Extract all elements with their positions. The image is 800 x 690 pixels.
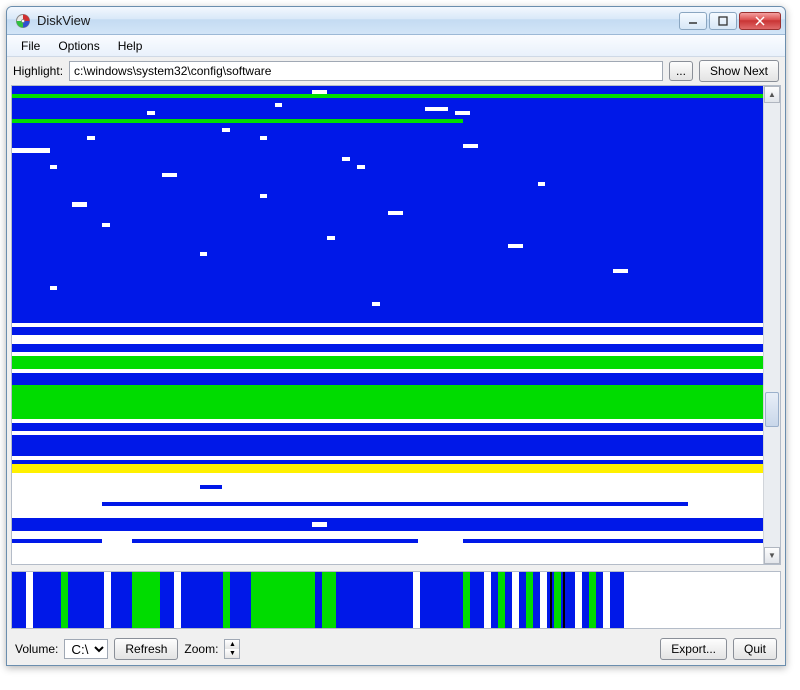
- overview-segment: [470, 572, 484, 628]
- export-button[interactable]: Export...: [660, 638, 727, 660]
- overview-segment: [174, 572, 181, 628]
- overview-segment: [61, 572, 68, 628]
- overview-segment: [575, 572, 582, 628]
- menu-file[interactable]: File: [13, 37, 48, 55]
- overview-segment: [322, 572, 336, 628]
- overview-segment: [336, 572, 392, 628]
- overview-segment: [484, 572, 491, 628]
- overview-segment: [491, 572, 498, 628]
- scroll-down-button[interactable]: ▼: [764, 547, 780, 564]
- menu-options[interactable]: Options: [50, 37, 107, 55]
- refresh-button[interactable]: Refresh: [114, 638, 178, 660]
- volume-select[interactable]: C:\: [64, 639, 108, 659]
- show-next-button[interactable]: Show Next: [699, 60, 779, 82]
- overview-segment: [526, 572, 533, 628]
- map-row: [12, 560, 763, 564]
- titlebar[interactable]: DiskView: [7, 7, 785, 35]
- overview-segment: [463, 572, 470, 628]
- overview-segment: [519, 572, 526, 628]
- overview-strip[interactable]: [11, 571, 781, 629]
- overview-segment: [533, 572, 540, 628]
- window-frame: DiskView File Options Help Highlight: ..…: [6, 6, 786, 666]
- overview-segment: [160, 572, 174, 628]
- overview-segment: [181, 572, 223, 628]
- highlight-bar: Highlight: ... Show Next: [7, 57, 785, 85]
- zoom-up-icon[interactable]: ▲: [225, 640, 239, 649]
- menu-help[interactable]: Help: [110, 37, 151, 55]
- overview-segment: [505, 572, 512, 628]
- overview-segment: [33, 572, 61, 628]
- overview-segment: [251, 572, 314, 628]
- overview-segment: [392, 572, 413, 628]
- overview-segment: [26, 572, 33, 628]
- overview-segment: [413, 572, 420, 628]
- zoom-down-icon[interactable]: ▼: [225, 649, 239, 658]
- diskview-icon: [15, 13, 31, 29]
- overview-viewport-marker[interactable]: [550, 572, 565, 628]
- overview-segment: [111, 572, 132, 628]
- disk-map[interactable]: [12, 86, 763, 564]
- scroll-up-button[interactable]: ▲: [764, 86, 780, 103]
- overview-segment: [104, 572, 111, 628]
- bottom-bar: Volume: C:\ Refresh Zoom: ▲ ▼ Export... …: [7, 633, 785, 665]
- overview-segment: [624, 572, 779, 628]
- zoom-label: Zoom:: [184, 642, 218, 656]
- highlight-path-input[interactable]: [69, 61, 663, 81]
- overview-segment: [589, 572, 596, 628]
- overview-segment: [498, 572, 505, 628]
- overview-segment: [596, 572, 603, 628]
- scroll-track[interactable]: [764, 103, 780, 547]
- window-controls: [679, 12, 781, 30]
- close-button[interactable]: [739, 12, 781, 30]
- disk-map-container: ▲ ▼: [11, 85, 781, 565]
- overview-segment: [12, 572, 26, 628]
- overview-segment: [223, 572, 230, 628]
- browse-button[interactable]: ...: [669, 61, 693, 81]
- minimize-button[interactable]: [679, 12, 707, 30]
- overview-segment: [68, 572, 103, 628]
- overview-segment: [132, 572, 160, 628]
- volume-label: Volume:: [15, 642, 58, 656]
- overview-segment: [315, 572, 322, 628]
- overview-segment: [230, 572, 251, 628]
- overview-segment: [582, 572, 589, 628]
- zoom-spinner[interactable]: ▲ ▼: [224, 639, 240, 659]
- scroll-thumb[interactable]: [765, 392, 779, 428]
- overview-segment: [512, 572, 519, 628]
- main-area: ▲ ▼: [7, 85, 785, 633]
- highlight-label: Highlight:: [13, 64, 63, 78]
- overview-segment: [610, 572, 624, 628]
- vertical-scrollbar[interactable]: ▲ ▼: [763, 86, 780, 564]
- menubar: File Options Help: [7, 35, 785, 57]
- overview-segment: [420, 572, 462, 628]
- quit-button[interactable]: Quit: [733, 638, 777, 660]
- window-title: DiskView: [37, 13, 679, 28]
- overview-segment: [540, 572, 547, 628]
- overview-segment: [603, 572, 610, 628]
- maximize-button[interactable]: [709, 12, 737, 30]
